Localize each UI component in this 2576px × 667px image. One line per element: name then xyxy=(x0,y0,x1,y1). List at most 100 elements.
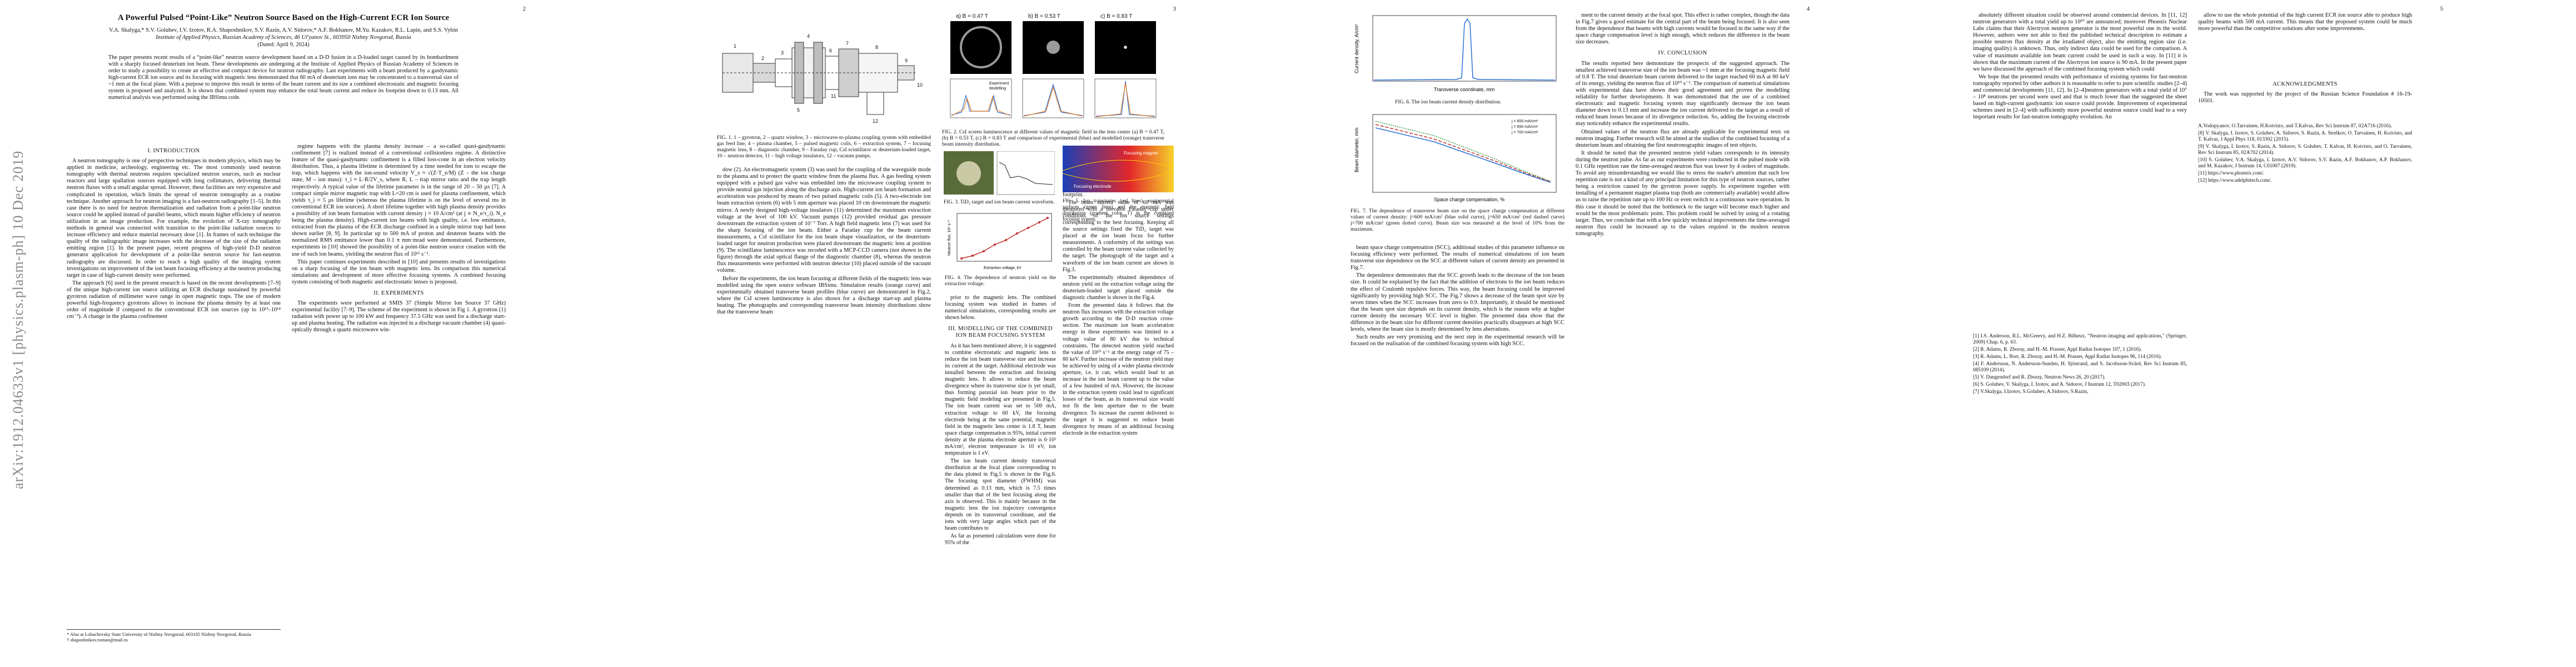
figure-2-caption: FIG. 2. CsI screen luminescence at diffe… xyxy=(942,129,1164,147)
paragraph: The beam current value of 60 mA was meas… xyxy=(1063,199,1174,273)
author-block: V.A. Skalyga,* S.V. Golubev, I.V. Izotov… xyxy=(67,27,500,48)
label-2: 2 xyxy=(761,56,764,61)
column-left: dow (2). An electromagnetic system (3) w… xyxy=(717,167,931,656)
label-3: 3 xyxy=(781,50,784,56)
y-axis-label: Beam diameter, mm xyxy=(1354,127,1359,172)
column-left: absolutely different situation could be … xyxy=(1973,12,2187,323)
y-axis-label: Neutron flux, 10⁹ s⁻¹ xyxy=(948,220,951,256)
section-heading: I. INTRODUCTION xyxy=(147,148,200,154)
page-number: 2 xyxy=(522,6,526,12)
figure-3-caption: FIG. 3. TiD₂ target and ion beam current… xyxy=(944,199,1055,205)
column-right: ment to the current density at the focal… xyxy=(1576,12,1790,651)
panel-a-label: a) B = 0.47 T xyxy=(956,13,988,19)
label-9: 9 xyxy=(905,58,908,63)
paragraph: As far as presented calculations were do… xyxy=(945,533,1056,546)
paragraph: The work was supported by the project of… xyxy=(2198,91,2412,104)
label-6: 6 xyxy=(829,48,832,53)
label-4: 4 xyxy=(807,33,810,39)
label-5: 5 xyxy=(797,107,800,113)
figure-2-panels: a) B = 0.47 T b) B = 0.53 T c) B = 0.83 … xyxy=(950,13,1157,118)
arxiv-stamp: arXiv:1912.04633v1 [physics.plasm-ph] 10… xyxy=(0,0,33,667)
paragraph: prior to the magnetic lens. The combined… xyxy=(945,295,1056,321)
figure-7-caption: FIG. 7. The dependence of transverse bea… xyxy=(1351,208,1564,232)
page-1: 2 A Powerful Pulsed “Point-Like” Neutron… xyxy=(33,0,537,667)
focusing-system-map: Focusing magnet Focusing electrode xyxy=(1062,146,1174,192)
beam-size-chart: j = 600 mA/cm² j = 650 mA/cm² j = 700 mA… xyxy=(1354,114,1557,202)
paragraph: The experiments were performed at SMIS 3… xyxy=(292,300,506,334)
page-2: 3 1 2 3 4 5 xyxy=(684,0,1187,667)
affiliation: Institute of Applied Physics, Russian Ac… xyxy=(156,34,411,41)
figure-1: 1 2 3 4 5 6 7 8 9 10 11 12 xyxy=(717,14,931,131)
legend-700: j = 700 mA/cm² xyxy=(1511,131,1538,135)
section-heading: IV. CONCLUSION xyxy=(1658,50,1707,57)
panel-c-label: c) B = 0.83 T xyxy=(1100,13,1132,19)
neutron-yield-chart: Extraction voltage, kV Neutron flux, 10⁹… xyxy=(948,213,1052,270)
x-axis-label: Space charge compensation, % xyxy=(1434,197,1504,202)
paragraph: Obtained values of the neutron flux are … xyxy=(1576,128,1790,148)
reference: [1] I.S. Anderson, R.L. McGreevy, and H.… xyxy=(1973,334,2187,345)
label-10: 10 xyxy=(917,82,923,88)
figure-3 xyxy=(944,151,1055,196)
section-heading: III. MODELLING OF THE COMBINED ION BEAM … xyxy=(948,326,1053,339)
reference: [12] https://www.adelphitech.com/. xyxy=(2198,178,2272,183)
paragraph: Such results are very promising and the … xyxy=(1351,334,1564,347)
legend-650: j = 650 mA/cm² xyxy=(1511,125,1538,129)
column-right: allow to use the whole potential of the … xyxy=(2198,12,2412,73)
reference: [8] V. Skalyga, I. Izotov, S. Golubev, A… xyxy=(2198,131,2412,142)
paragraph: The approach [6] used in the present res… xyxy=(67,280,281,320)
figure-1-caption: FIG. 1. 1 – gyrotron, 2 – quartz window,… xyxy=(717,135,931,159)
label-12: 12 xyxy=(873,118,878,124)
current-density-chart: Transverse coordinate, mm Current densit… xyxy=(1354,15,1557,92)
reference: [9] V. Skalyga, I. Izotov, S. Razin, A. … xyxy=(2198,144,2412,156)
setup-schematic: 1 2 3 4 5 6 7 8 9 10 11 12 xyxy=(722,33,923,124)
figure-6: Transverse coordinate, mm Current densit… xyxy=(1351,12,1564,96)
label-7: 7 xyxy=(846,41,849,46)
column-right: regime happens with the plasma density i… xyxy=(292,143,506,649)
figure-5: Focusing magnet Focusing electrode xyxy=(1062,146,1174,196)
column-left: I. INTRODUCTION A neutron tomography is … xyxy=(67,143,281,649)
paragraph: This paper continues experiments describ… xyxy=(292,258,506,285)
references-right: A.Vodopyanov, O.Tarvainen, H.Koivisto, a… xyxy=(2198,123,2412,185)
page-4: 5 absolutely different situation could b… xyxy=(1951,0,2454,667)
paragraph: Before the experiments, the ion beam foc… xyxy=(717,275,931,315)
paragraph: From the presented data it follows that … xyxy=(1063,302,1174,436)
label-8: 8 xyxy=(875,44,878,50)
reference: [3] R. Adams, L. Bort, R. Zboray, and H.… xyxy=(1973,354,2162,360)
paper-title: A Powerful Pulsed “Point-Like” Neutron S… xyxy=(117,13,450,22)
paragraph: absolutely different situation could be … xyxy=(1973,12,2187,72)
reference: [5] V. Dangendorf and R. Zboray, Neutron… xyxy=(1973,375,2106,380)
date-line: (Dated: April 9, 2024) xyxy=(257,42,310,48)
paragraph: It should be noted that the presented ne… xyxy=(1576,150,1790,237)
label-11: 11 xyxy=(831,93,836,99)
legend-modelling: Modelling xyxy=(989,87,1006,91)
figure-3-panels xyxy=(944,151,1055,195)
paragraph: ment to the current density at the focal… xyxy=(1576,12,1790,46)
paragraph: We hope that the presented results with … xyxy=(1973,73,2187,121)
reference: [11] https://www.phoenix.com/. xyxy=(2198,171,2265,176)
section-heading: ACKNOWLEDGMENTS xyxy=(2273,81,2338,87)
figure-2: a) B = 0.47 T b) B = 0.53 T c) B = 0.83 … xyxy=(945,12,1167,123)
paragraph: The dependence demonstrates that the SCC… xyxy=(1351,272,1564,333)
reference: [10] S. Golubev, V.A. Skalyga, I. Izotov… xyxy=(2198,157,2412,169)
paragraph: beam space charge compensation (SCC), ad… xyxy=(1351,245,1564,271)
legend-experiment: Experiment xyxy=(989,82,1009,86)
paragraph: As it has been mentioned above, it is su… xyxy=(945,342,1056,457)
arxiv-id: arXiv:1912.04633v1 [physics.plasm-ph] 10… xyxy=(10,150,26,489)
legend-600: j = 600 mA/cm² xyxy=(1511,120,1538,123)
label-1: 1 xyxy=(734,43,736,49)
reference: [2] R. Adams, R. Zboray, and H.-M. Prass… xyxy=(1973,347,2142,352)
page-number: 3 xyxy=(1173,6,1177,12)
paragraph: A neutron tomography is one of perspecti… xyxy=(67,158,281,278)
authors: V.A. Skalyga,* S.V. Golubev, I.V. Izotov… xyxy=(109,27,458,33)
page-number: 4 xyxy=(1806,6,1810,12)
paragraph: The results reported here demonstrate th… xyxy=(1576,60,1790,127)
paragraph: The experimentally obtained dependence o… xyxy=(1063,274,1174,301)
figure-6-caption: FIG. 6. The ion beam current density dis… xyxy=(1395,99,1502,105)
y-axis-label: Current density, A/cm² xyxy=(1354,24,1359,73)
figure-5-caption: FIG. 5. Ion trajectories (red lines), eq… xyxy=(1063,198,1174,222)
abstract: The paper presents recent results of a “… xyxy=(108,54,459,101)
paragraph: The ion beam current density transversal… xyxy=(945,458,1056,532)
reference: A.Vodopyanov, O.Tarvainen, H.Koivisto, a… xyxy=(2198,123,2392,129)
reference: [6] S. Golubev, V. Skalyga, I. Izotov, a… xyxy=(1973,382,2146,387)
page-number: 5 xyxy=(2440,6,2444,12)
